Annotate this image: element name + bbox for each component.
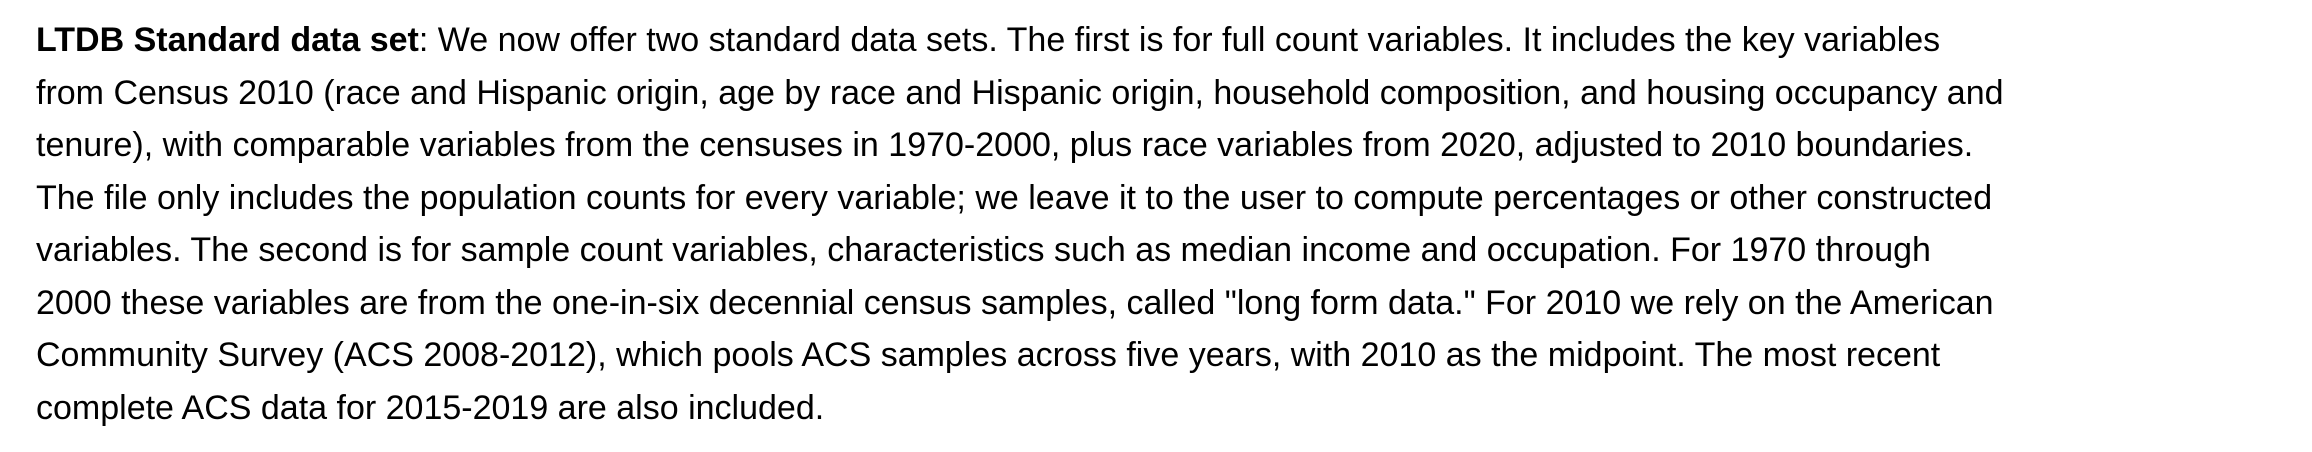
paragraph-line-8: complete ACS data for 2015-2019 are also… (36, 388, 825, 427)
paragraph-line-4: The file only includes the population co… (36, 178, 1993, 217)
paragraph-line-3: tenure), with comparable variables from … (36, 126, 1974, 164)
paragraph-line-1: LTDB Standard data set: We now offer two… (36, 14, 2296, 67)
dataset-heading: LTDB Standard data set (36, 21, 419, 59)
paragraph-line-5: variables. The second is for sample coun… (36, 231, 1931, 269)
description-paragraph: LTDB Standard data set: We now offer two… (36, 14, 2296, 434)
paragraph-text: : We now offer two standard data sets. T… (418, 21, 1941, 59)
paragraph-line-6: 2000 these variables are from the one-in… (36, 283, 1994, 322)
paragraph-line-7: Community Survey (ACS 2008-2012), which … (36, 336, 1941, 374)
paragraph-line-2: from Census 2010 (race and Hispanic orig… (36, 73, 2004, 112)
